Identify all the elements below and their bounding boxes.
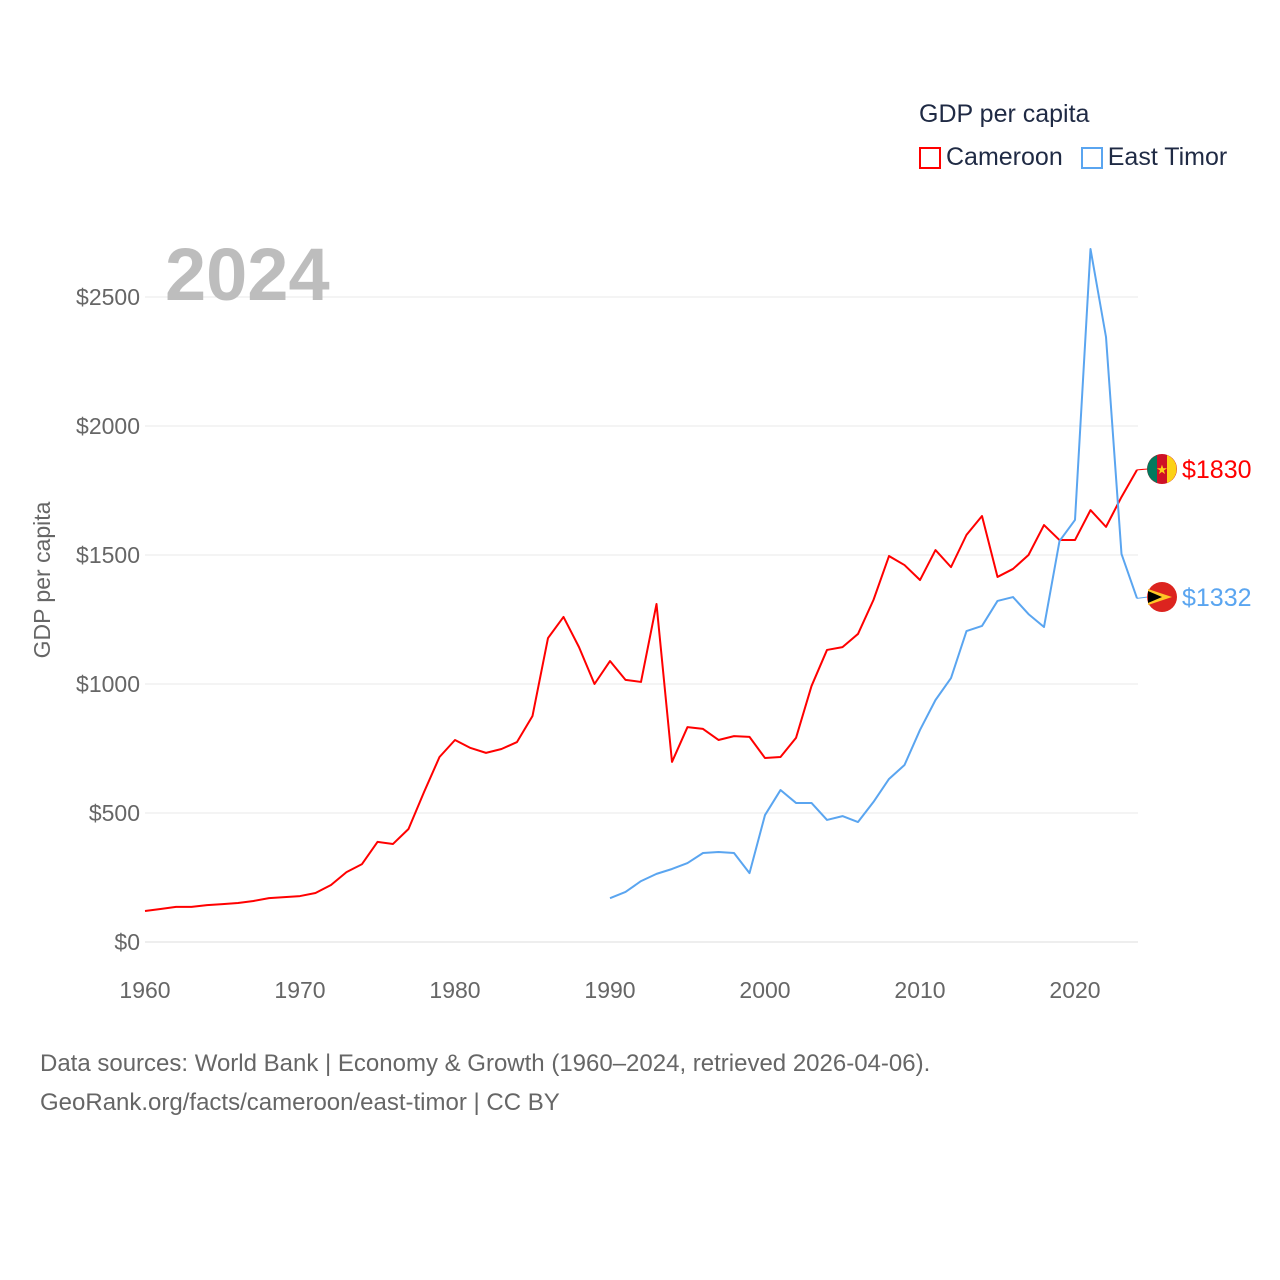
y-tick-label: $1500 — [76, 542, 140, 568]
y-tick-label: $0 — [114, 929, 140, 955]
x-tick-label: 1980 — [429, 977, 480, 1003]
y-axis-label: GDP per capita — [29, 501, 55, 658]
y-tick-label: $1000 — [76, 671, 140, 697]
y-tick-label: $500 — [89, 800, 140, 826]
source-line: Data sources: World Bank | Economy & Gro… — [40, 1050, 931, 1077]
legend-item-east-timor[interactable]: East Timor — [1080, 143, 1228, 172]
x-tick-label: 1960 — [119, 977, 170, 1003]
end-connector — [1136, 596, 1149, 599]
legend-title: GDP per capita — [919, 100, 1090, 128]
current-year-label: 2024 — [165, 233, 330, 316]
x-tick-label: 1970 — [274, 977, 325, 1003]
x-tick-label: 1990 — [584, 977, 635, 1003]
source-link[interactable]: GeoRank.org/facts/cameroon/east-timor | … — [40, 1089, 560, 1116]
x-tick-label: 2010 — [894, 977, 945, 1003]
east-timor-flag-icon — [1147, 582, 1177, 612]
series-line-east-timor — [609, 248, 1138, 900]
x-tick-label: 2020 — [1049, 977, 1100, 1003]
x-tick-label: 2000 — [739, 977, 790, 1003]
source-note: Data sources: World Bank | Economy & Gro… — [40, 1044, 930, 1122]
y-tick-label: $2500 — [76, 284, 140, 310]
end-value-label: $1830 — [1182, 456, 1252, 484]
y-tick-label: $2000 — [76, 413, 140, 439]
legend-swatch — [1080, 146, 1103, 169]
legend-label: Cameroon — [946, 143, 1063, 171]
cameroon-flag-icon: ★ — [1147, 454, 1177, 484]
end-value-label: $1332 — [1182, 584, 1252, 612]
series-line-cameroon — [144, 469, 1138, 913]
legend-label: East Timor — [1107, 143, 1228, 171]
legend-item-cameroon[interactable]: Cameroon — [919, 143, 1063, 172]
legend-swatch — [919, 146, 941, 169]
legend: Cameroon East Timor — [919, 143, 1227, 172]
end-connector — [1136, 468, 1149, 471]
svg-text:★: ★ — [1156, 462, 1168, 477]
